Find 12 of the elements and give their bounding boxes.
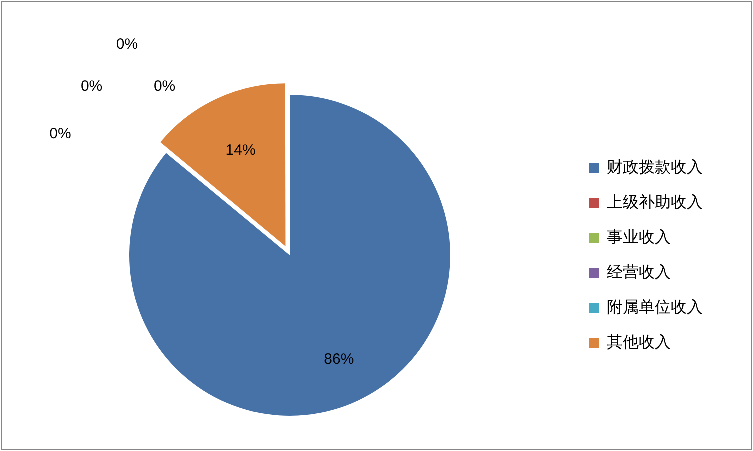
legend-label: 事业收入 [607, 228, 671, 246]
text: 0% [80, 78, 103, 96]
legend-label: 上级补助收入 [607, 193, 703, 212]
legend-label: 经营收入 [607, 263, 671, 282]
text: 0% [154, 78, 176, 96]
legend-label: 其他收入 [607, 333, 671, 352]
data-label: 14% [226, 142, 256, 160]
text: 0% [116, 36, 138, 53]
legend-label: 财政拨款收入 [607, 158, 703, 176]
text: 0% [50, 125, 72, 142]
data-label: 86% [324, 351, 354, 368]
legend-label: 附属单位收入 [607, 298, 703, 316]
